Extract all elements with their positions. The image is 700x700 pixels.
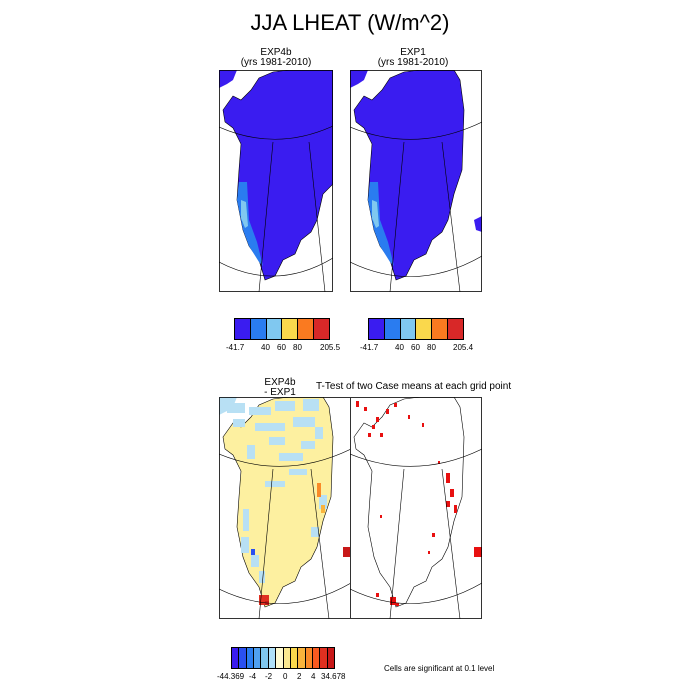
lat-line-lower-exp4b [219, 257, 333, 277]
coastal-light-exp4b [241, 200, 248, 228]
colorbar-diff-bin-9 [289, 648, 298, 668]
colorbar-exp1-label-2: 40 [395, 343, 404, 352]
lon-line-1-diff [258, 468, 274, 619]
panel-exp4b-name: EXP4b [260, 47, 292, 58]
iceland-exp1 [474, 216, 482, 232]
colorbar-diff-label-2: -4 [249, 672, 257, 681]
lon-line-1-exp1 [389, 141, 405, 292]
panel-exp1-years: (yrs 1981-2010) [377, 57, 449, 68]
colorbar-diff-label-4: 0 [283, 672, 288, 681]
map-ttest [350, 397, 482, 619]
colorbar-exp1-label-1: -41.7 [360, 343, 379, 352]
panel-title-ttest: T-Test of two Case means at each grid po… [316, 381, 512, 392]
colorbar-diff-label-1: -44.369 [217, 672, 245, 681]
lat-line-upper-ttest [350, 448, 482, 467]
colorbar-exp1-bin-6 [447, 319, 463, 339]
colorbar-exp4b-bin-2 [249, 319, 266, 339]
significant-cells [356, 401, 482, 606]
lat-line-upper-exp4b [219, 125, 333, 140]
colorbar-exp4b-label-1: -41.7 [226, 343, 245, 352]
lon-line-2-exp1 [441, 141, 461, 292]
panel-title-exp1: EXP1 (yrs 1981-2010) [356, 48, 470, 68]
colorbar-exp4b-bin-5 [297, 319, 314, 339]
colorbar-diff-bin-13 [319, 648, 327, 668]
colorbar-diff-bin-12 [311, 648, 320, 668]
lon-line-2-ttest [441, 468, 461, 619]
colorbar-diff-bin-4 [253, 648, 261, 668]
colorbar-exp4b-label-5: 205.5 [320, 343, 341, 352]
colorbar-diff-label-7: 34.678 [321, 672, 346, 681]
map-difference [219, 397, 351, 619]
greenland-land-exp1 [353, 70, 465, 281]
lat-line-lower-exp1 [350, 255, 482, 277]
panel-exp4b-years: (yrs 1981-2010) [240, 57, 312, 68]
colorbar-exp1-label-4: 80 [427, 343, 436, 352]
colorbar-exp1-bin-5 [431, 319, 448, 339]
island-exp4b [219, 70, 237, 88]
coastal-light-exp1 [372, 200, 379, 228]
colorbar-diff-bin-3 [245, 648, 254, 668]
panel-title-exp4b: EXP4b (yrs 1981-2010) [219, 48, 333, 68]
colorbar-exp4b-bin-6 [313, 319, 329, 339]
colorbar-diff-bin-6 [267, 648, 276, 668]
colorbar-exp4b-label-4: 80 [293, 343, 302, 352]
lat-line-upper-diff [219, 448, 351, 467]
colorbar-exp1-label-3: 60 [411, 343, 420, 352]
greenland-outline-ttest [353, 397, 465, 608]
colorbar-diff [231, 647, 335, 669]
panel-title-diff: EXP4b - EXP1 [250, 378, 310, 398]
colorbar-diff-label-5: 2 [297, 672, 302, 681]
lat-line-lower-diff [219, 582, 351, 604]
colorbar-exp4b [234, 318, 330, 340]
panel-exp1-name: EXP1 [400, 47, 426, 58]
colorbar-diff-bin-11 [304, 648, 312, 668]
colorbar-exp4b-label-2: 40 [261, 343, 270, 352]
map-exp4b [219, 70, 333, 292]
colorbar-diff-bin-14 [326, 648, 335, 668]
colorbar-diff-bin-8 [282, 648, 290, 668]
lon-line-2-exp4b [308, 141, 326, 292]
lat-line-lower-ttest [350, 582, 482, 604]
colorbar-diff-bin-10 [297, 648, 305, 668]
colorbar-exp4b-bin-3 [265, 319, 282, 339]
panel-diff-line2: - EXP1 [264, 387, 296, 398]
colorbar-diff-bin-5 [260, 648, 268, 668]
colorbar-exp4b-bin-1 [235, 319, 250, 339]
colorbar-exp1-bin-1 [369, 319, 384, 339]
figure-title: JJA LHEAT (W/m^2) [250, 10, 450, 35]
colorbar-exp1 [368, 318, 464, 340]
colorbar-diff-bin-1 [232, 648, 239, 668]
colorbar-diff-label-6: 4 [311, 672, 316, 681]
significance-note: Cells are significant at 0.1 level [384, 664, 495, 673]
colorbar-exp1-bin-2 [383, 319, 400, 339]
colorbar-diff-label-3: -2 [265, 672, 273, 681]
colorbar-diff-bin-2 [238, 648, 246, 668]
light-blue-cells-diff [227, 399, 327, 583]
map-exp1 [350, 70, 482, 292]
colorbar-exp4b-bin-4 [281, 319, 298, 339]
colorbar-exp1-bin-3 [399, 319, 416, 339]
panel-diff-line1: EXP4b [264, 377, 296, 388]
lat-line-upper-exp1 [350, 121, 482, 140]
colorbar-exp1-bin-4 [415, 319, 432, 339]
lon-line-2-diff [310, 468, 330, 619]
lon-line-1-exp4b [258, 141, 274, 292]
colorbar-exp1-label-5: 205.4 [453, 343, 474, 352]
colorbar-exp4b-label-3: 60 [277, 343, 286, 352]
greenland-land-exp4b [222, 70, 333, 281]
lon-line-1-ttest [389, 468, 405, 619]
colorbar-diff-bin-7 [275, 648, 283, 668]
island-exp1 [350, 70, 368, 88]
